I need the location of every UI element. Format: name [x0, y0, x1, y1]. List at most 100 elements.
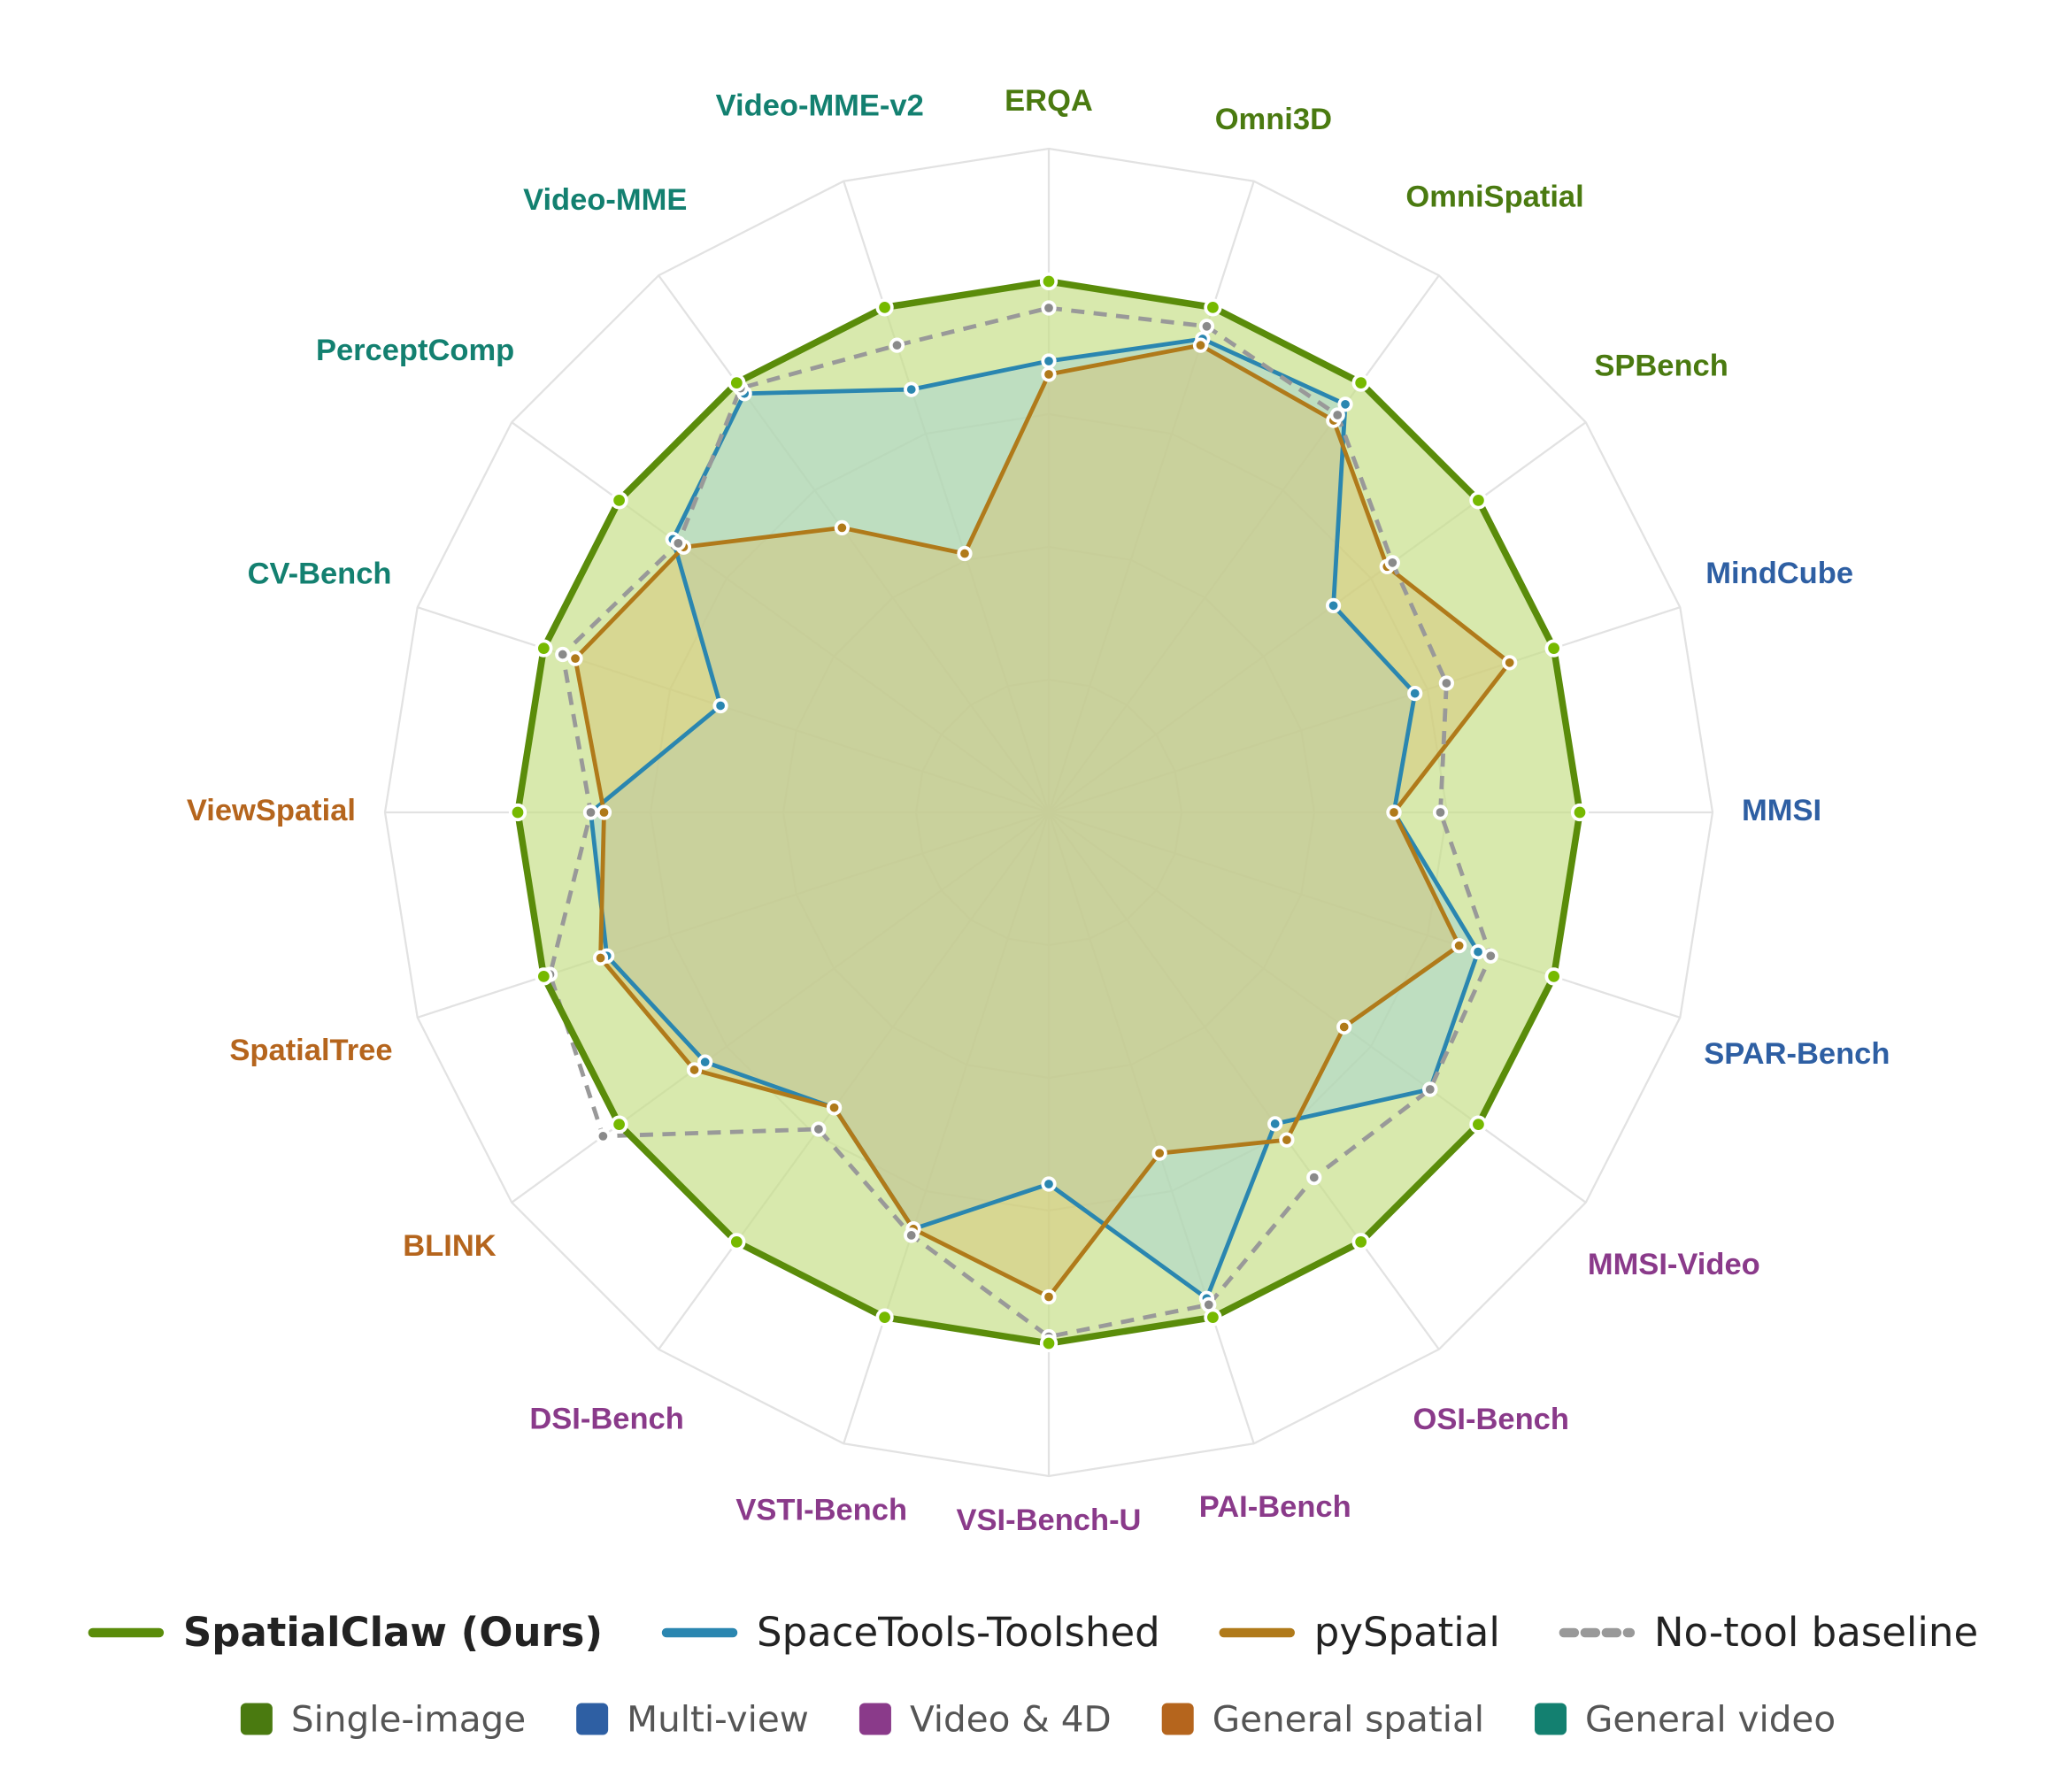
data-point — [1192, 337, 1209, 353]
data-point — [1039, 272, 1059, 291]
data-point — [728, 1233, 746, 1251]
data-point — [728, 373, 746, 392]
data-point — [1039, 1334, 1059, 1353]
data-point — [834, 519, 850, 536]
data-point — [1041, 1176, 1057, 1192]
data-point — [1041, 1288, 1057, 1305]
legend-item: pySpatial — [1219, 1609, 1500, 1656]
data-point — [582, 804, 599, 820]
series-area — [575, 345, 1510, 1297]
data-point — [592, 950, 609, 966]
data-point — [1502, 655, 1518, 671]
group-label: General spatial — [1213, 1698, 1484, 1741]
data-point — [904, 381, 920, 397]
data-point — [1204, 298, 1222, 317]
category-label: OSI-Bench — [1413, 1403, 1569, 1436]
data-point — [1325, 597, 1342, 613]
category-label: PerceptComp — [316, 334, 514, 367]
series-area — [518, 281, 1580, 1343]
data-point — [1041, 353, 1057, 369]
data-point — [811, 1121, 827, 1137]
category-label: VSTI-Bench — [735, 1493, 907, 1527]
data-point — [1041, 366, 1057, 382]
data-point — [889, 337, 905, 353]
data-point — [1267, 1116, 1283, 1132]
group-label: Video & 4D — [910, 1698, 1112, 1741]
group-legend-item: Video & 4D — [858, 1698, 1112, 1741]
legend-label: SpaceTools-Toolshed — [757, 1609, 1160, 1656]
category-label: BLINK — [403, 1229, 496, 1263]
data-point — [826, 1100, 843, 1116]
data-point — [596, 804, 612, 820]
data-point — [1151, 1145, 1167, 1161]
data-point — [1570, 803, 1590, 822]
group-swatch — [576, 1703, 609, 1735]
category-label: SpatialTree — [229, 1034, 392, 1067]
category-label: Video-MME-v2 — [716, 89, 924, 123]
data-point — [1384, 555, 1400, 571]
data-point — [1204, 1308, 1222, 1327]
legend-label: pySpatial — [1314, 1609, 1500, 1656]
data-point — [670, 535, 686, 551]
data-point — [904, 1227, 920, 1243]
legend-item: No-tool baseline — [1559, 1609, 1978, 1656]
data-point — [1470, 943, 1486, 960]
data-point — [1422, 1081, 1438, 1097]
series-line — [548, 305, 1493, 1339]
category-label: ERQA — [1005, 84, 1093, 118]
category-label: Omni3D — [1215, 103, 1332, 136]
category-label: MMSI-Video — [1588, 1248, 1760, 1281]
data-point — [1469, 491, 1488, 510]
data-point — [555, 646, 571, 663]
data-point — [1279, 1132, 1295, 1148]
data-point — [595, 1128, 612, 1144]
category-label: SPAR-Bench — [1704, 1037, 1890, 1071]
data-point — [1407, 685, 1423, 702]
group-swatch — [1535, 1703, 1567, 1735]
group-legend-item: General spatial — [1161, 1698, 1484, 1741]
group-label: Multi-view — [627, 1698, 809, 1741]
legend-label: No-tool baseline — [1654, 1609, 1978, 1656]
category-label: SPBench — [1594, 349, 1728, 382]
group-legend-item: Single-image — [240, 1698, 526, 1741]
group-legend-item: General video — [1535, 1698, 1836, 1741]
data-point — [1306, 1169, 1322, 1186]
data-point — [1432, 804, 1449, 820]
data-point — [1336, 1019, 1352, 1035]
data-point — [1351, 1233, 1370, 1251]
category-label: PAI-Bench — [1199, 1490, 1351, 1524]
legend-item: SpaceTools-Toolshed — [661, 1609, 1160, 1656]
group-label: Single-image — [291, 1698, 526, 1741]
data-point — [957, 545, 973, 562]
data-point — [1329, 407, 1345, 423]
legend-label: SpatialClaw (Ours) — [183, 1609, 603, 1656]
data-point — [508, 803, 527, 822]
category-label: OmniSpatial — [1405, 180, 1583, 213]
group-legend-item: Multi-view — [576, 1698, 809, 1741]
data-point — [1198, 319, 1215, 335]
data-point — [712, 697, 728, 714]
data-point — [610, 1115, 628, 1134]
data-point — [1337, 396, 1353, 412]
data-point — [697, 1054, 713, 1070]
legend-item: SpatialClaw (Ours) — [88, 1609, 603, 1656]
category-label: VSI-Bench-U — [957, 1504, 1142, 1537]
category-label: MMSI — [1742, 794, 1821, 827]
data-point — [875, 1308, 894, 1327]
data-point — [1386, 804, 1402, 820]
group-label: General video — [1585, 1698, 1836, 1741]
data-point — [1451, 938, 1467, 954]
data-point — [686, 1062, 703, 1078]
data-point — [1544, 967, 1563, 986]
category-label: ViewSpatial — [187, 794, 356, 827]
data-point — [1544, 639, 1563, 658]
data-point — [1482, 948, 1498, 964]
data-point — [535, 639, 553, 658]
data-point — [1041, 300, 1057, 316]
series-area — [590, 339, 1479, 1299]
data-point — [875, 298, 894, 317]
data-point — [610, 491, 628, 510]
category-label: Video-MME — [523, 183, 687, 217]
data-point — [1438, 675, 1454, 691]
